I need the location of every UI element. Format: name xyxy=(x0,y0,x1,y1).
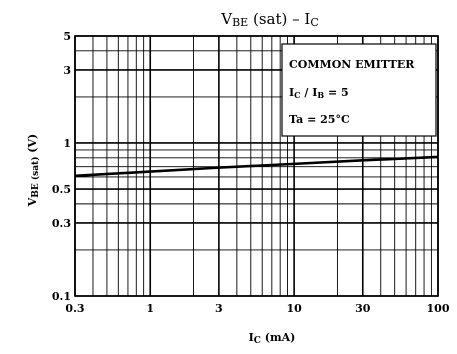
y-tick-label: 0.1 xyxy=(52,290,71,303)
x-axis-label: IC (mA) xyxy=(249,331,296,346)
chart-title: VBE (sat) – IC xyxy=(220,10,319,29)
y-tick-label: 1 xyxy=(63,137,71,150)
annotation-box xyxy=(281,43,437,137)
annotation-ic-ib: IC / IB = 5 xyxy=(289,86,349,100)
x-tick-label: 1 xyxy=(146,302,154,315)
x-tick-label: 0.3 xyxy=(65,302,84,315)
y-tick-label: 3 xyxy=(63,64,71,77)
series-layer xyxy=(74,155,439,178)
x-tick-label: 30 xyxy=(355,302,371,315)
y-tick-label: 0.3 xyxy=(52,217,71,230)
series-line-0 xyxy=(74,155,439,178)
x-tick-label: 10 xyxy=(286,302,302,315)
x-tick-label: 3 xyxy=(215,302,223,315)
y-tick-label: 5 xyxy=(63,30,71,43)
y-axis-label: VBE (sat) (V) xyxy=(26,134,41,208)
annotation-ta: Ta = 25°C xyxy=(289,113,350,126)
x-tick-label: 100 xyxy=(427,302,450,315)
y-tick-label: 0.5 xyxy=(52,183,71,196)
annotation-common-emitter: COMMON EMITTER xyxy=(289,58,415,71)
plot-frame xyxy=(74,35,439,297)
